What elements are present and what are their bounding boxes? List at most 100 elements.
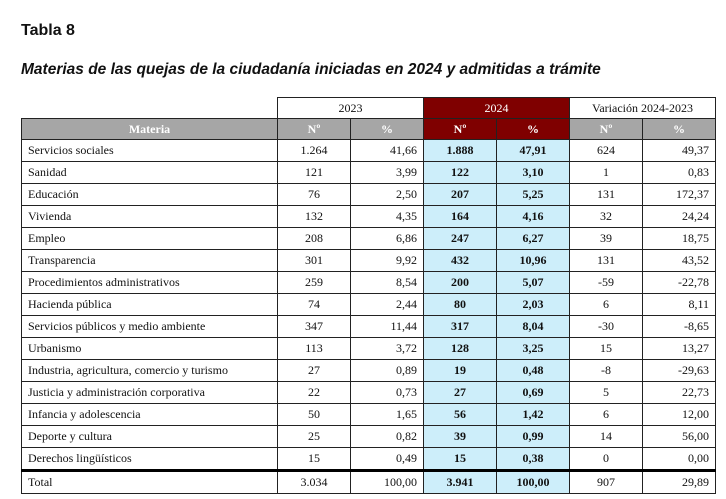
cell-pct-2023: 4,35: [350, 205, 424, 228]
header-pct-2024: %: [496, 118, 570, 140]
header-2024: 2024: [423, 97, 570, 119]
cell-n-var: 624: [569, 139, 643, 162]
cell-materia: Procedimientos administrativos: [21, 271, 278, 294]
cell-pct-var: 0,00: [642, 447, 716, 471]
cell-materia: Empleo: [21, 227, 278, 250]
cell-n-var: 1: [569, 161, 643, 184]
complaints-table: 2023 2024 Variación 2024-2023 Materia Nº…: [21, 97, 716, 494]
cell-n-2024: 19: [423, 359, 497, 382]
cell-pct-var: -29,63: [642, 359, 716, 382]
cell-n-var: -8: [569, 359, 643, 382]
cell-pct-2023: 9,92: [350, 249, 424, 272]
cell-n-2024: 164: [423, 205, 497, 228]
cell-pct-var: 29,89: [642, 469, 716, 494]
cell-pct-2024: 0,69: [496, 381, 570, 404]
cell-materia: Total: [21, 469, 278, 494]
cell-n-2023: 15: [277, 447, 351, 471]
cell-pct-2024: 4,16: [496, 205, 570, 228]
cell-pct-var: 172,37: [642, 183, 716, 206]
cell-n-var: 131: [569, 249, 643, 272]
total-row: Total 3.034 100,00 3.941 100,00 907 29,89: [21, 469, 716, 494]
cell-n-2023: 50: [277, 403, 351, 426]
cell-pct-2024: 0,99: [496, 425, 570, 448]
cell-pct-2024: 0,48: [496, 359, 570, 382]
cell-n-2023: 74: [277, 293, 351, 316]
cell-n-2024: 207: [423, 183, 497, 206]
cell-n-2024: 39: [423, 425, 497, 448]
cell-pct-2024: 3,10: [496, 161, 570, 184]
cell-n-2024: 56: [423, 403, 497, 426]
cell-materia: Infancia y adolescencia: [21, 403, 278, 426]
cell-pct-2023: 6,86: [350, 227, 424, 250]
cell-n-var: 131: [569, 183, 643, 206]
cell-n-2023: 132: [277, 205, 351, 228]
table-row: Justicia y administración corporativa 22 0…: [21, 381, 716, 404]
cell-pct-2023: 1,65: [350, 403, 424, 426]
cell-pct-2024: 10,96: [496, 249, 570, 272]
cell-n-var: 6: [569, 293, 643, 316]
cell-n-2023: 76: [277, 183, 351, 206]
cell-pct-var: -8,65: [642, 315, 716, 338]
cell-n-2023: 22: [277, 381, 351, 404]
table-row: Vivienda 132 4,35 164 4,16 32 24,24: [21, 205, 716, 228]
cell-materia: Educación: [21, 183, 278, 206]
cell-pct-2024: 100,00: [496, 469, 570, 494]
table-row: Industria, agricultura, comercio y turis…: [21, 359, 716, 382]
cell-n-2023: 1.264: [277, 139, 351, 162]
cell-materia: Industria, agricultura, comercio y turis…: [21, 359, 278, 382]
cell-pct-2023: 2,44: [350, 293, 424, 316]
table-row: Sanidad 121 3,99 122 3,10 1 0,83: [21, 161, 716, 184]
table-row: Empleo 208 6,86 247 6,27 39 18,75: [21, 227, 716, 250]
cell-n-2024: 317: [423, 315, 497, 338]
cell-n-2024: 128: [423, 337, 497, 360]
cell-materia: Hacienda pública: [21, 293, 278, 316]
header-pct-var: %: [642, 118, 716, 140]
cell-n-2023: 121: [277, 161, 351, 184]
cell-pct-2023: 8,54: [350, 271, 424, 294]
cell-pct-2023: 0,82: [350, 425, 424, 448]
cell-n-2023: 25: [277, 425, 351, 448]
table-row: Urbanismo 113 3,72 128 3,25 15 13,27: [21, 337, 716, 360]
cell-pct-2024: 8,04: [496, 315, 570, 338]
cell-materia: Justicia y administración corporativa: [21, 381, 278, 404]
cell-n-2024: 15: [423, 447, 497, 471]
table-row: Derechos lingüísticos 15 0,49 15 0,38 0 0,00: [21, 447, 716, 471]
cell-pct-2024: 0,38: [496, 447, 570, 471]
cell-materia: Deporte y cultura: [21, 425, 278, 448]
cell-n-2024: 247: [423, 227, 497, 250]
cell-pct-2023: 0,49: [350, 447, 424, 471]
cell-n-var: 39: [569, 227, 643, 250]
table-row: Transparencia 301 9,92 432 10,96 131 43,52: [21, 249, 716, 272]
cell-n-2023: 113: [277, 337, 351, 360]
cell-materia: Vivienda: [21, 205, 278, 228]
cell-n-var: 15: [569, 337, 643, 360]
cell-n-2023: 301: [277, 249, 351, 272]
table-caption: Materias de las quejas de la ciudadanía …: [21, 61, 601, 78]
table-row: Educación 76 2,50 207 5,25 131 172,37: [21, 183, 716, 206]
cell-pct-2023: 2,50: [350, 183, 424, 206]
cell-n-var: 14: [569, 425, 643, 448]
cell-pct-var: 43,52: [642, 249, 716, 272]
cell-pct-var: 56,00: [642, 425, 716, 448]
cell-pct-2023: 41,66: [350, 139, 424, 162]
cell-pct-2024: 3,25: [496, 337, 570, 360]
cell-pct-var: 18,75: [642, 227, 716, 250]
cell-pct-var: 8,11: [642, 293, 716, 316]
cell-materia: Sanidad: [21, 161, 278, 184]
header-n-var: Nº: [569, 118, 643, 140]
cell-pct-var: 24,24: [642, 205, 716, 228]
cell-materia: Servicios públicos y medio ambiente: [21, 315, 278, 338]
table-row: Servicios sociales 1.264 41,66 1.888 47,91 62…: [21, 139, 716, 162]
cell-materia: Servicios sociales: [21, 139, 278, 162]
cell-n-2023: 259: [277, 271, 351, 294]
cell-n-var: 32: [569, 205, 643, 228]
table-row: Deporte y cultura 25 0,82 39 0,99 14 56,00: [21, 425, 716, 448]
cell-pct-2023: 0,73: [350, 381, 424, 404]
cell-n-2023: 3.034: [277, 469, 351, 494]
cell-pct-2024: 2,03: [496, 293, 570, 316]
header-n-2023: Nº: [277, 118, 351, 140]
cell-n-var: 0: [569, 447, 643, 471]
header-n-2024: Nº: [423, 118, 497, 140]
cell-n-2024: 432: [423, 249, 497, 272]
table-row: Infancia y adolescencia 50 1,65 56 1,42 6 12,0…: [21, 403, 716, 426]
